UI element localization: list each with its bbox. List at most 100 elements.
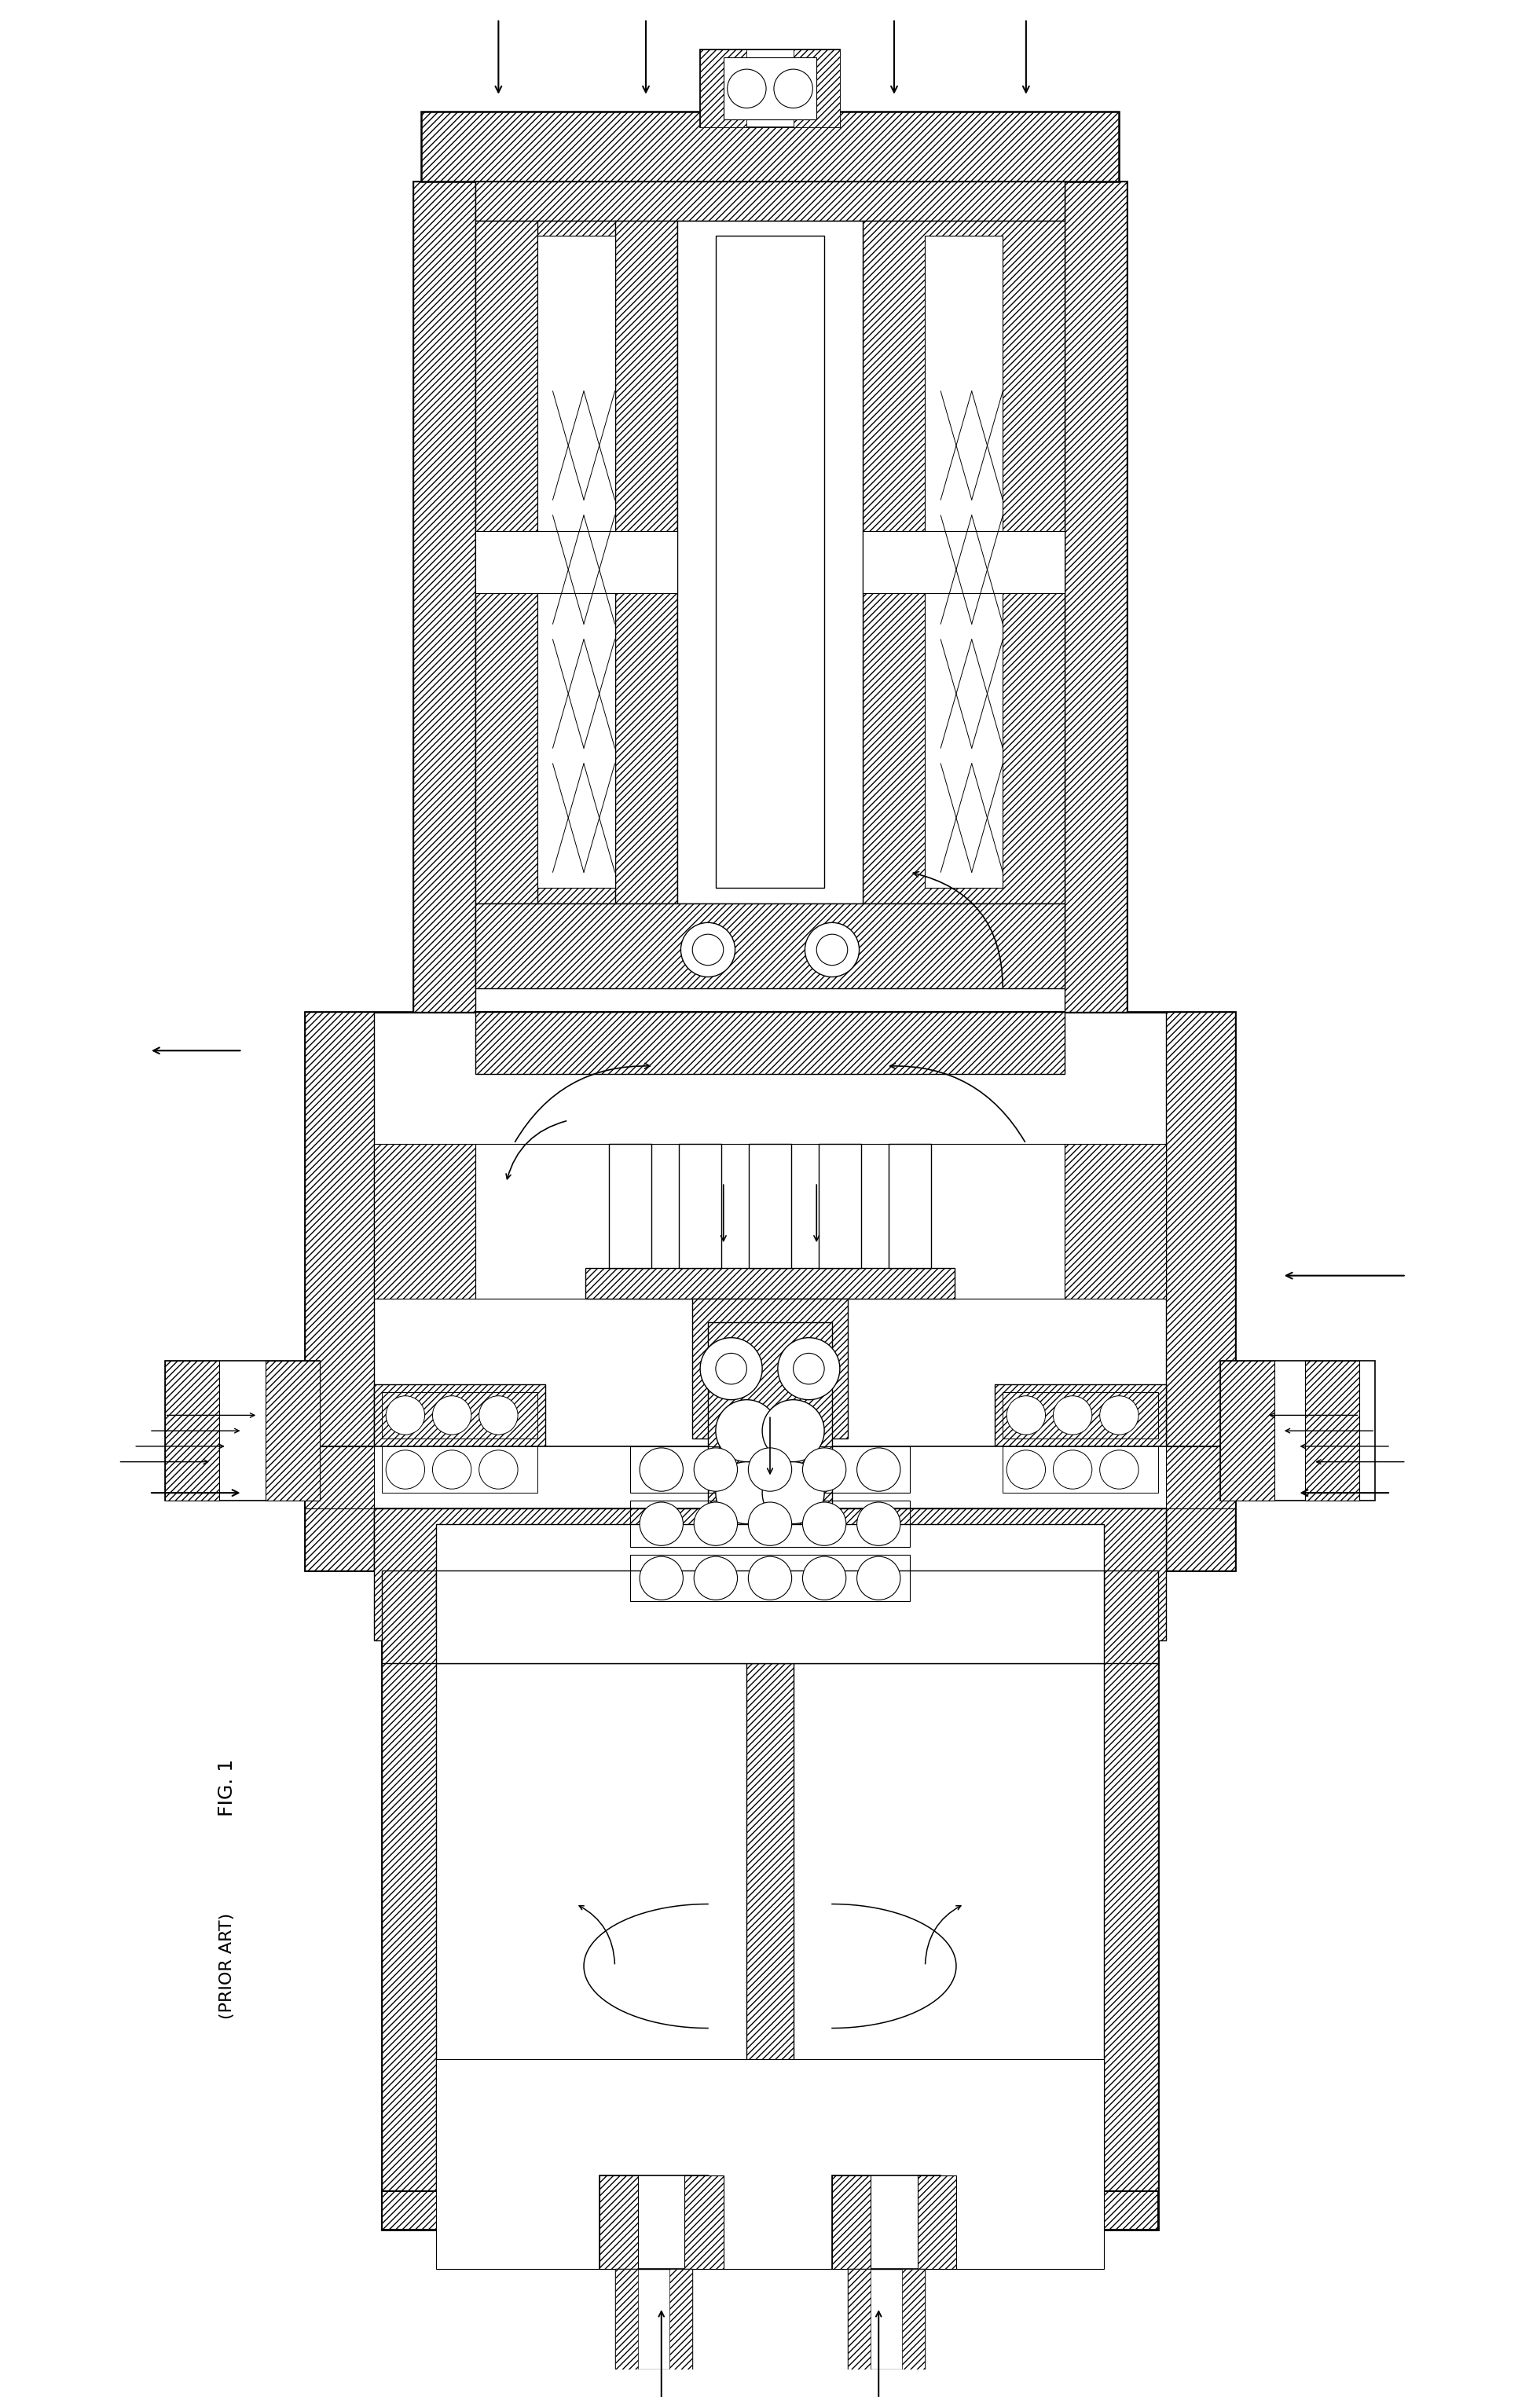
Bar xyxy=(724,58,816,120)
Bar xyxy=(537,235,614,887)
Circle shape xyxy=(762,1400,824,1462)
Circle shape xyxy=(639,1503,684,1546)
Bar xyxy=(305,1012,1235,1570)
Bar xyxy=(630,1501,910,1546)
Bar xyxy=(1003,1393,1158,1438)
Circle shape xyxy=(802,1448,845,1491)
Bar xyxy=(476,904,1064,988)
Bar xyxy=(918,2176,956,2268)
Circle shape xyxy=(387,1450,425,1489)
Circle shape xyxy=(701,1338,762,1400)
Text: FIG. 1: FIG. 1 xyxy=(217,1759,236,1817)
Circle shape xyxy=(793,1354,824,1383)
Circle shape xyxy=(479,1395,517,1436)
Bar xyxy=(476,182,1064,221)
Bar xyxy=(585,1268,955,1299)
Bar xyxy=(165,1361,219,1501)
Circle shape xyxy=(775,70,813,108)
Bar xyxy=(420,113,1120,182)
Bar xyxy=(165,1361,320,1501)
Bar xyxy=(413,182,1127,1012)
Circle shape xyxy=(695,1448,738,1491)
Bar xyxy=(436,1570,1104,1664)
Bar xyxy=(847,2268,926,2371)
Text: (PRIOR ART): (PRIOR ART) xyxy=(219,1913,234,2018)
Bar xyxy=(708,1323,832,1508)
Circle shape xyxy=(387,1395,425,1436)
Circle shape xyxy=(716,1462,778,1524)
Bar xyxy=(476,221,678,904)
Bar xyxy=(436,2059,1104,2268)
Circle shape xyxy=(1007,1450,1046,1489)
Bar xyxy=(678,221,862,904)
Circle shape xyxy=(1100,1450,1138,1489)
Bar xyxy=(374,1508,1166,1640)
Bar xyxy=(693,1299,847,1438)
Bar xyxy=(889,1143,932,1268)
Circle shape xyxy=(856,1448,901,1491)
Bar xyxy=(1064,182,1127,1012)
Bar xyxy=(902,2268,926,2371)
Circle shape xyxy=(693,935,724,966)
Bar xyxy=(1306,1361,1360,1501)
Bar xyxy=(599,2176,638,2268)
Bar xyxy=(995,1383,1166,1477)
Circle shape xyxy=(802,1503,845,1546)
Bar xyxy=(374,1143,476,1299)
Bar xyxy=(382,1570,1158,1664)
Circle shape xyxy=(695,1556,738,1599)
Bar xyxy=(630,1556,910,1601)
Bar xyxy=(1166,1445,1235,1508)
Circle shape xyxy=(639,1556,684,1599)
Circle shape xyxy=(727,70,765,108)
Bar xyxy=(748,1143,792,1268)
Circle shape xyxy=(802,1556,845,1599)
Circle shape xyxy=(1053,1450,1092,1489)
Bar xyxy=(630,1445,910,1493)
Circle shape xyxy=(748,1503,792,1546)
Bar xyxy=(305,1012,374,1570)
Bar xyxy=(476,530,678,592)
Bar xyxy=(926,235,1003,887)
Circle shape xyxy=(778,1338,839,1400)
Circle shape xyxy=(681,923,735,978)
Circle shape xyxy=(1007,1395,1046,1436)
Bar xyxy=(1220,1361,1375,1501)
Bar xyxy=(701,50,747,127)
Bar xyxy=(614,2268,638,2371)
Bar xyxy=(685,2176,724,2268)
Bar xyxy=(305,1445,374,1508)
Bar xyxy=(1064,1143,1166,1299)
Bar xyxy=(832,2176,870,2268)
Circle shape xyxy=(1100,1395,1138,1436)
Bar xyxy=(382,1393,537,1438)
Bar xyxy=(374,1383,545,1477)
Bar xyxy=(476,1143,1064,1299)
Circle shape xyxy=(1053,1395,1092,1436)
Circle shape xyxy=(716,1354,747,1383)
Bar xyxy=(1003,1445,1158,1493)
Bar xyxy=(476,1012,1064,1074)
Circle shape xyxy=(695,1503,738,1546)
Bar xyxy=(793,50,839,127)
Circle shape xyxy=(856,1503,901,1546)
Bar xyxy=(382,1570,1158,2229)
Bar xyxy=(818,1143,861,1268)
Circle shape xyxy=(639,1448,684,1491)
Circle shape xyxy=(748,1556,792,1599)
Bar xyxy=(382,2191,1158,2229)
Circle shape xyxy=(479,1450,517,1489)
Bar xyxy=(1220,1361,1274,1501)
Bar xyxy=(716,235,824,887)
Bar xyxy=(382,1570,436,2229)
Circle shape xyxy=(748,1448,792,1491)
Circle shape xyxy=(433,1395,471,1436)
Bar xyxy=(266,1361,320,1501)
Circle shape xyxy=(433,1450,471,1489)
Circle shape xyxy=(856,1556,901,1599)
Bar xyxy=(832,2176,941,2268)
Bar xyxy=(614,2268,693,2371)
Bar xyxy=(701,50,839,127)
Bar xyxy=(679,1143,722,1268)
Circle shape xyxy=(716,1400,778,1462)
